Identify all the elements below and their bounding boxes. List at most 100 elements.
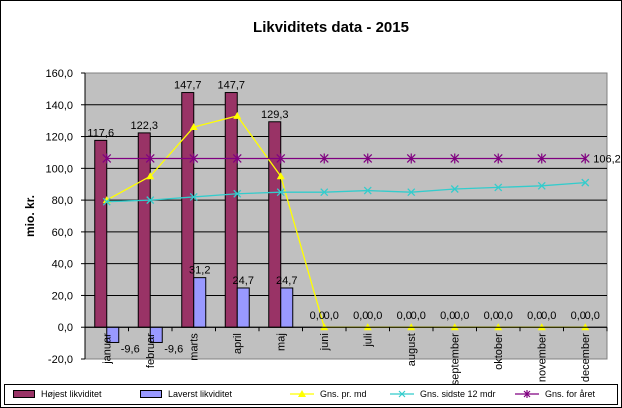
data-label: 129,3 bbox=[261, 109, 289, 121]
x-tick-label: september bbox=[450, 333, 462, 385]
x-tick-label: juli bbox=[363, 333, 375, 347]
y-tick-label: 20,0 bbox=[52, 290, 73, 302]
point bbox=[494, 183, 503, 192]
point bbox=[189, 123, 198, 131]
data-label: 147,7 bbox=[217, 80, 245, 92]
bars bbox=[94, 92, 294, 343]
legend-item: Gns. for året bbox=[515, 388, 595, 400]
legend-item: Laverst likviditet bbox=[140, 388, 232, 400]
legend: Højest likviditet Laverst likviditet Gns. … bbox=[4, 384, 618, 405]
bar bbox=[236, 287, 250, 328]
point bbox=[145, 153, 155, 164]
data-label: 0,0 bbox=[310, 310, 325, 322]
point bbox=[450, 153, 460, 164]
y-tick-label: 160,0 bbox=[45, 68, 73, 80]
point bbox=[407, 188, 416, 197]
y-tick-label: 100,0 bbox=[45, 163, 73, 175]
y-tick-label: -20,0 bbox=[48, 354, 73, 366]
data-label: -9,6 bbox=[121, 343, 140, 355]
legend-swatch bbox=[13, 390, 35, 398]
legend-label: Gns. pr. md bbox=[320, 389, 367, 399]
bar bbox=[94, 139, 108, 328]
point bbox=[189, 153, 199, 164]
point bbox=[189, 192, 198, 201]
bar bbox=[224, 92, 238, 328]
legend-swatch bbox=[515, 390, 539, 398]
data-label: 0,0 bbox=[571, 310, 586, 322]
x-tick-label: december bbox=[580, 333, 592, 382]
legend-item: Gns. sidste 12 mdr bbox=[390, 388, 496, 400]
bar bbox=[268, 121, 282, 328]
data-label: 31,2 bbox=[189, 265, 210, 277]
x-tick-label: november bbox=[537, 333, 549, 382]
y-axis-title: mio. kr. bbox=[23, 195, 37, 237]
y-tick-label: 0,0 bbox=[58, 322, 73, 334]
point bbox=[102, 153, 112, 164]
y-axis: -20,0 0,0 20,0 40,0 60,0 80,0 100,0 120,0 140,0 1… bbox=[45, 68, 86, 366]
data-label: 147,7 bbox=[174, 80, 202, 92]
legend-label: Højest likviditet bbox=[41, 389, 102, 399]
bar bbox=[193, 277, 207, 328]
x-tick-label: oktober bbox=[493, 333, 505, 370]
x-tick-label: marts bbox=[189, 333, 201, 361]
point bbox=[450, 185, 459, 193]
point bbox=[233, 189, 242, 198]
data-label: 0,0 bbox=[397, 310, 412, 322]
x-tick-label: april bbox=[232, 333, 244, 354]
chart-title: Likviditets data - 2015 bbox=[253, 19, 409, 36]
point bbox=[320, 188, 329, 197]
data-label: 117,6 bbox=[87, 127, 114, 139]
legend-label: Gns. for året bbox=[545, 389, 596, 399]
y-tick-label: 40,0 bbox=[52, 259, 73, 271]
data-label: 0,0 bbox=[367, 310, 382, 322]
data-label: 0,0 bbox=[454, 310, 469, 322]
x-tick-label: maj bbox=[276, 333, 288, 351]
x-axis: januar februar marts april maj juni juli august… bbox=[84, 326, 608, 385]
point bbox=[233, 111, 242, 119]
data-label: 24,7 bbox=[233, 275, 254, 287]
y-tick-label: 120,0 bbox=[45, 132, 73, 144]
data-label: 0,0 bbox=[541, 310, 556, 322]
point bbox=[581, 178, 590, 187]
data-label: 0,0 bbox=[585, 310, 600, 322]
point bbox=[319, 153, 329, 164]
legend-item: Gns. pr. md bbox=[290, 388, 367, 400]
data-label: -9,6 bbox=[164, 343, 183, 355]
point bbox=[276, 153, 286, 164]
legend-label: Laverst likviditet bbox=[168, 389, 233, 399]
y-tick-label: 60,0 bbox=[52, 227, 73, 239]
data-label: 106,2 bbox=[593, 153, 621, 165]
series-line bbox=[106, 181, 586, 203]
data-label: 0,0 bbox=[527, 310, 542, 322]
x-tick-label: juni bbox=[319, 333, 331, 351]
x-tick-label: august bbox=[406, 333, 418, 366]
legend-swatch bbox=[390, 390, 414, 398]
point bbox=[102, 197, 111, 206]
point bbox=[276, 188, 285, 197]
data-label: 0,0 bbox=[324, 310, 339, 322]
point bbox=[363, 186, 372, 195]
data-label: 0,0 bbox=[411, 310, 426, 322]
legend-swatch bbox=[140, 390, 162, 398]
x-tick-label: februar bbox=[145, 333, 157, 368]
point bbox=[537, 153, 547, 164]
point bbox=[580, 153, 590, 164]
bar bbox=[137, 132, 151, 328]
legend-swatch bbox=[290, 390, 314, 397]
data-label: 0,0 bbox=[484, 310, 499, 322]
legend-label: Gns. sidste 12 mdr bbox=[420, 389, 496, 399]
point bbox=[232, 153, 242, 164]
point bbox=[406, 153, 416, 164]
data-label: 0,0 bbox=[498, 310, 513, 322]
point bbox=[493, 153, 503, 164]
legend-item: Højest likviditet bbox=[13, 388, 102, 400]
bar bbox=[280, 287, 294, 328]
data-label: 0,0 bbox=[440, 310, 455, 322]
point bbox=[276, 172, 285, 180]
point bbox=[363, 153, 373, 164]
y-tick-label: 140,0 bbox=[45, 100, 73, 112]
x-tick-label: januar bbox=[102, 333, 114, 365]
